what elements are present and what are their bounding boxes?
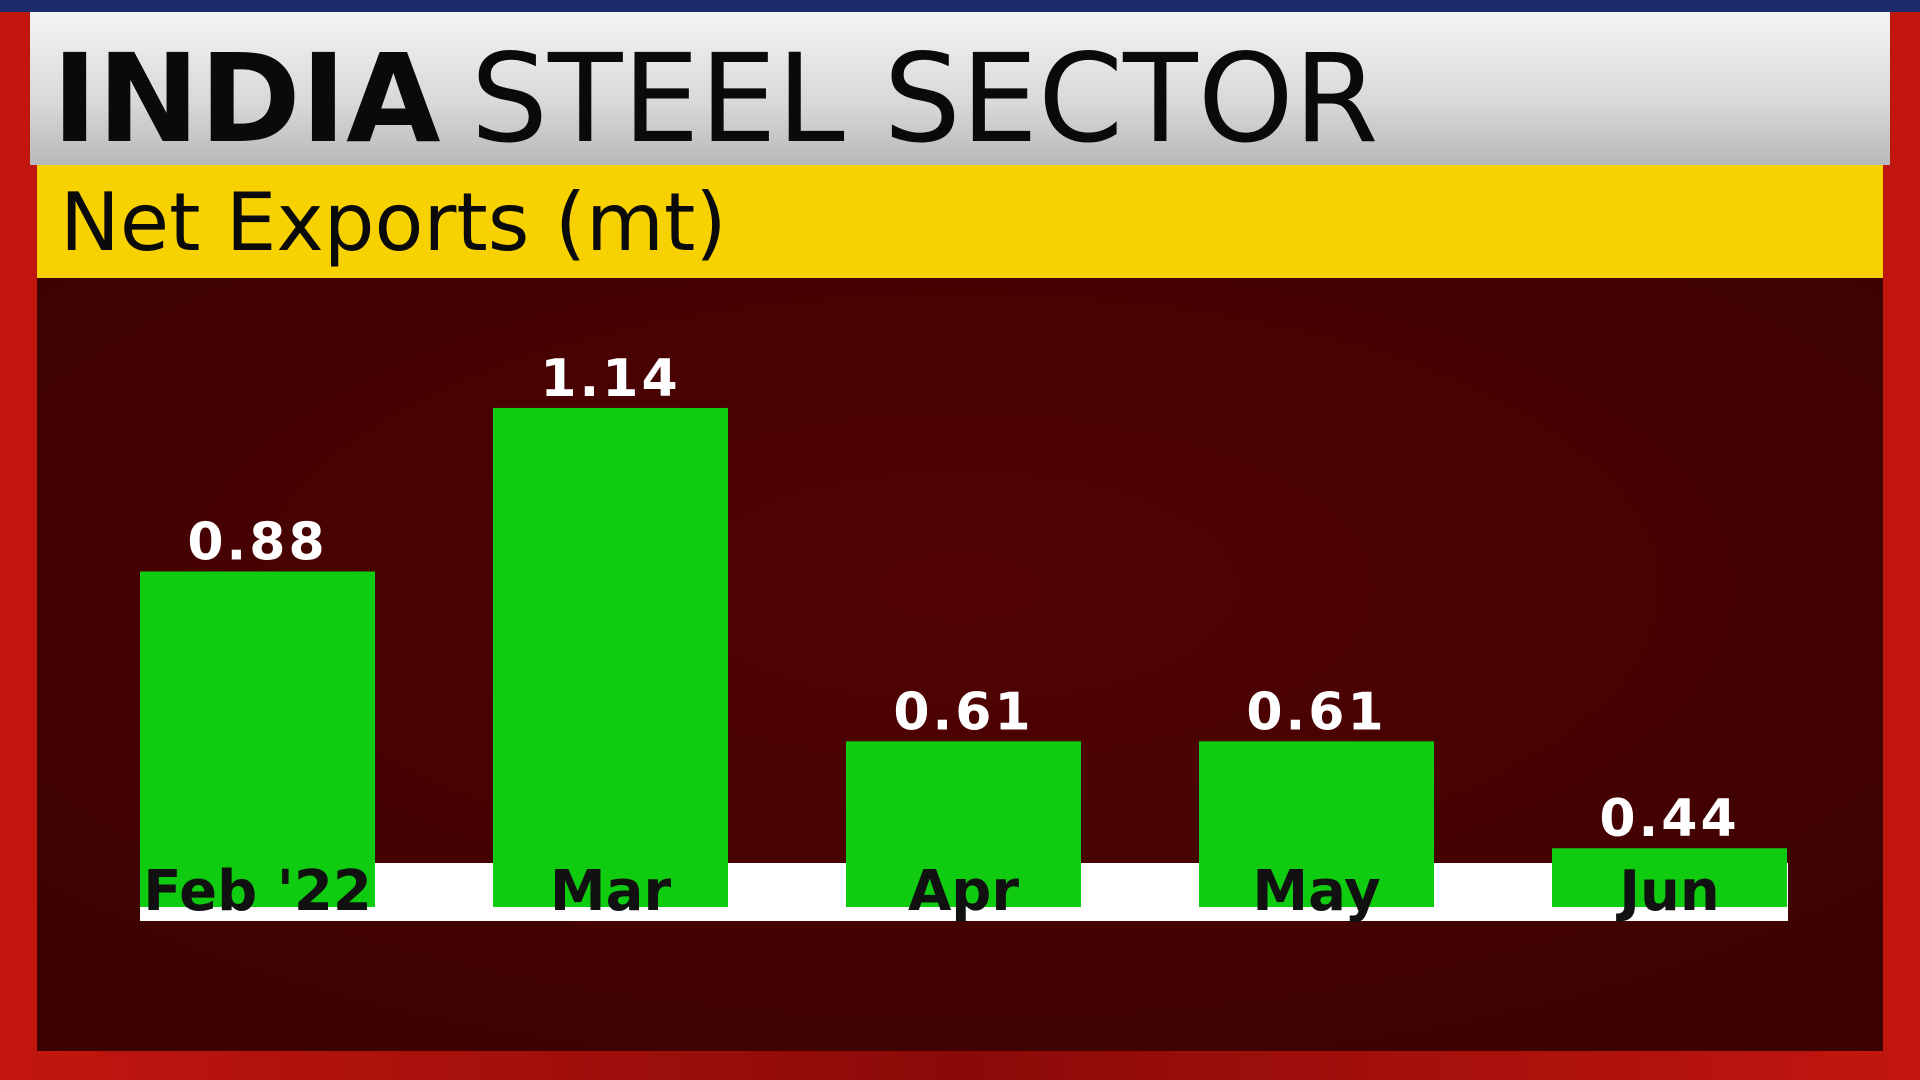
bar [140,571,375,907]
top-strip [0,0,1920,12]
value-label: 0.44 [1599,789,1739,849]
x-tick-label: May [1252,859,1380,924]
subtitle-bar [37,165,1883,278]
title-rest: STEEL SECTOR [471,28,1379,170]
bar [846,741,1081,907]
bar [1552,848,1787,907]
x-tick-label: Mar [550,859,672,924]
bar [1199,741,1434,907]
chart-title: INDIA STEEL SECTOR [52,28,1379,170]
chart-subtitle: Net Exports (mt) [60,176,727,269]
plot: 0.88 Feb '22 1.14 Mar 0.61 Apr 0.61 May 0.44 Jun [140,349,1787,924]
bar [493,407,728,907]
x-tick-label: Jun [1615,859,1720,924]
title-bar [30,12,1890,165]
title-bold: INDIA [52,28,441,170]
value-label: 0.88 [187,512,327,572]
x-tick-label: Feb '22 [143,859,372,924]
value-label: 0.61 [1246,682,1386,742]
value-label: 0.61 [893,682,1033,742]
value-label: 1.14 [540,349,680,409]
x-tick-label: Apr [908,859,1019,924]
